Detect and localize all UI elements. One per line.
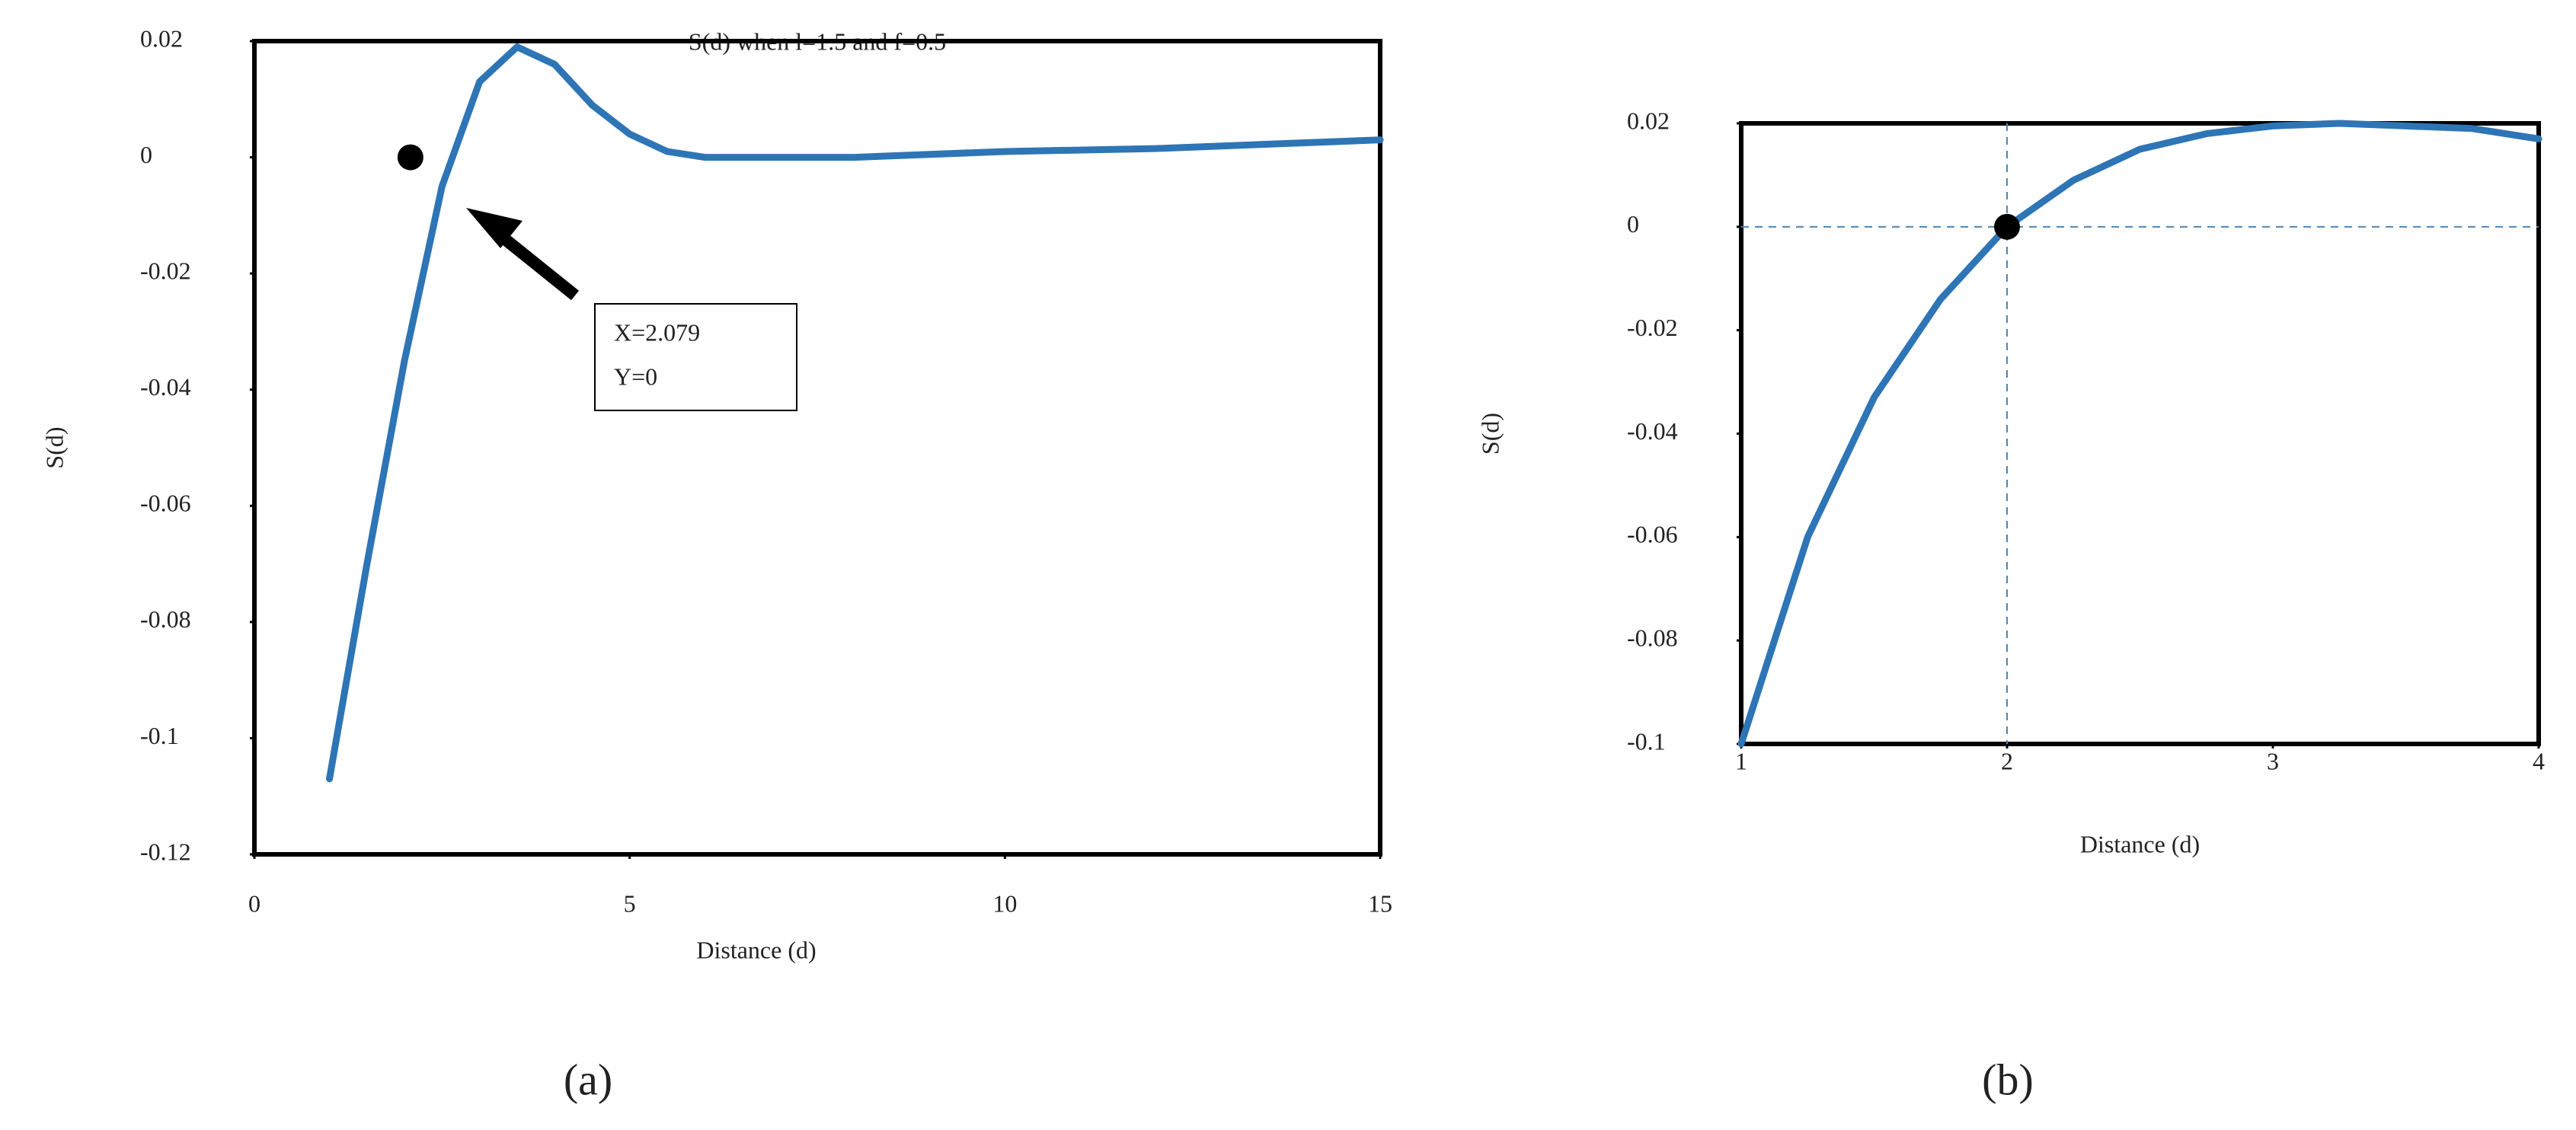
x-tick-label: 1 [1735,747,1747,774]
y-tick-label: -0.1 [1627,727,1666,755]
y-tick-label: -0.02 [140,257,191,284]
y-tick-label: -0.02 [1627,314,1678,341]
annotation-text: Y=0 [614,362,657,390]
annotation-arrowhead [466,208,523,248]
x-tick-label: 0 [248,889,260,917]
y-tick-label: 0.02 [1627,107,1670,134]
plot-frame [252,39,1382,857]
y-tick-label: 0 [1627,210,1639,238]
panel-label: (b) [1982,1055,2034,1104]
plot-frame [1739,121,2541,746]
x-axis-title: Distance (d) [2080,830,2200,857]
y-tick-label: -0.08 [140,605,191,633]
marker-point [1994,213,2020,240]
x-tick-label: 2 [2001,747,2013,774]
y-axis-title: S(d) [1476,413,1504,455]
series-line [1737,120,2542,748]
y-tick-label: -0.04 [1627,417,1678,445]
annotation-arrow [489,225,580,301]
y-tick-label: -0.08 [1627,624,1678,652]
x-tick-label: 15 [1368,889,1392,917]
annotation-box [594,303,797,411]
y-tick-label: -0.04 [140,373,191,401]
series-line [326,43,1384,783]
annotation-text: X=2.079 [614,318,700,346]
x-tick-label: 5 [624,889,636,917]
marker-point [397,144,423,171]
y-tick-label: 0.02 [140,24,183,52]
x-axis-title: Distance (d) [696,936,816,963]
y-tick-label: -0.12 [140,838,191,865]
x-tick-label: 10 [992,889,1017,917]
panel-label: (a) [564,1055,612,1104]
y-tick-label: -0.06 [140,490,191,517]
y-tick-label: 0 [140,141,152,168]
x-tick-label: 3 [2267,747,2279,774]
y-tick-label: -0.1 [140,722,179,749]
y-axis-title: S(d) [40,426,68,468]
x-tick-label: 4 [2533,747,2545,774]
y-tick-label: -0.06 [1627,521,1678,548]
